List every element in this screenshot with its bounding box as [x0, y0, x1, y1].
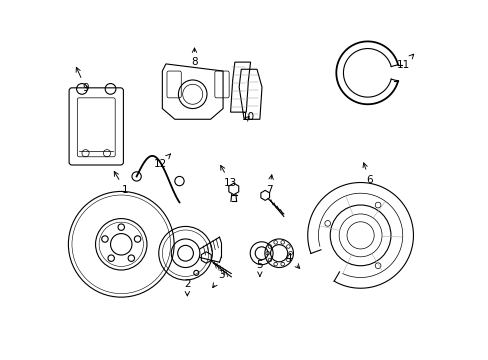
Text: 11: 11 — [396, 54, 413, 70]
Text: 10: 10 — [241, 112, 254, 122]
Text: 9: 9 — [76, 67, 89, 93]
Text: 6: 6 — [362, 163, 372, 185]
Text: 12: 12 — [154, 154, 170, 169]
Text: 3: 3 — [212, 270, 224, 288]
Text: 7: 7 — [265, 175, 273, 195]
Text: 8: 8 — [191, 48, 198, 67]
Text: 4: 4 — [285, 252, 299, 268]
Text: 5: 5 — [256, 260, 263, 276]
Text: 2: 2 — [183, 279, 190, 296]
Text: 13: 13 — [220, 166, 236, 188]
Text: 1: 1 — [114, 171, 128, 195]
